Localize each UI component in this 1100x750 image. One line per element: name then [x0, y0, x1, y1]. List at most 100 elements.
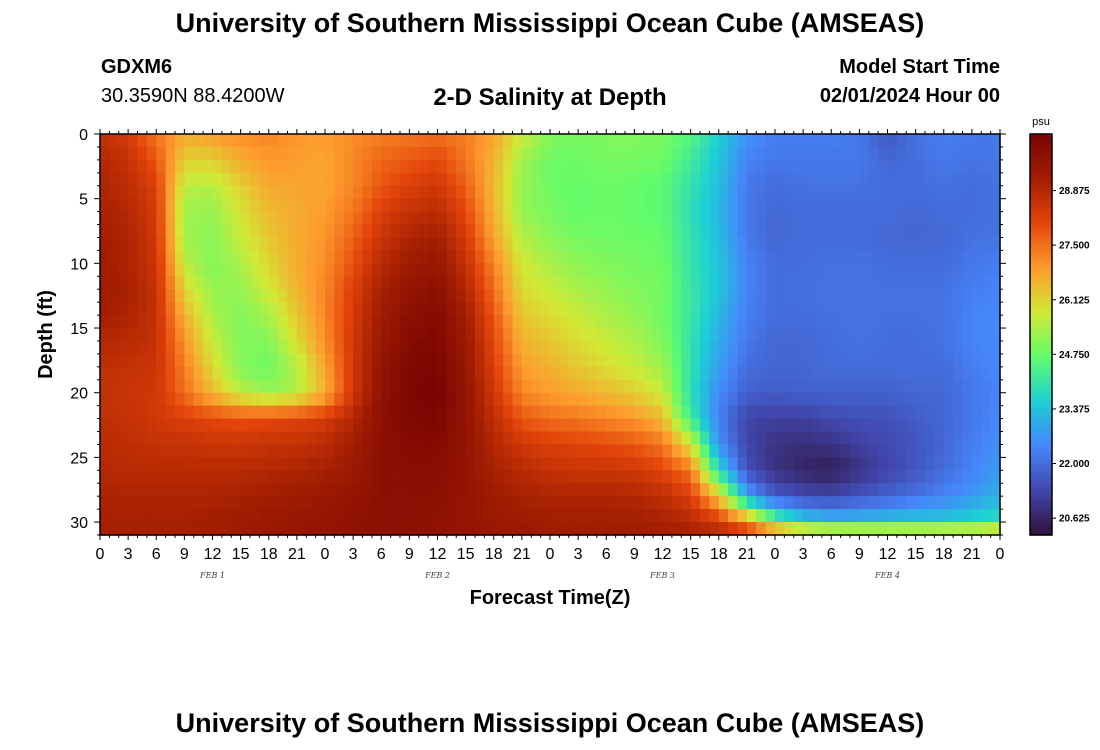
- heatmap-cell: [568, 159, 579, 174]
- heatmap-cell: [578, 392, 589, 407]
- heatmap-cell: [915, 250, 926, 264]
- heatmap-cell: [484, 444, 495, 458]
- heatmap-cell: [428, 263, 439, 277]
- heatmap-cell: [840, 522, 851, 536]
- heatmap-cell: [503, 146, 514, 161]
- heatmap-cell: [671, 185, 682, 200]
- heatmap-cell: [831, 211, 842, 226]
- heatmap-cell: [512, 328, 523, 342]
- heatmap-cell: [896, 431, 907, 446]
- heatmap-cell: [493, 379, 504, 394]
- heatmap-cell: [296, 315, 307, 329]
- heatmap-cell: [915, 302, 926, 316]
- heatmap-cell: [859, 159, 870, 174]
- heatmap-cell: [512, 418, 523, 433]
- colorbar-segment: [1030, 324, 1052, 329]
- heatmap-cell: [934, 353, 945, 368]
- heatmap-cell: [934, 340, 945, 355]
- heatmap-cell: [259, 315, 270, 329]
- heatmap-cell: [625, 172, 635, 187]
- heatmap-cell: [475, 185, 485, 200]
- heatmap-cell: [315, 263, 326, 277]
- colorbar-segment: [1030, 418, 1052, 422]
- heatmap-cell: [334, 379, 345, 394]
- heatmap-cell: [146, 366, 157, 381]
- heatmap-cell: [503, 392, 514, 407]
- heatmap-cell: [362, 211, 373, 226]
- heatmap-cell: [240, 418, 251, 433]
- heatmap-cell: [428, 146, 439, 161]
- heatmap-cell: [231, 224, 242, 239]
- heatmap-cell: [653, 159, 664, 174]
- heatmap-cell: [362, 483, 373, 497]
- heatmap-cell: [812, 198, 823, 213]
- heatmap-cell: [568, 185, 579, 200]
- heatmap-cell: [428, 379, 439, 394]
- heatmap-cell: [287, 457, 298, 471]
- heatmap-cell: [184, 224, 195, 239]
- heatmap-cell: [803, 134, 814, 148]
- heatmap-cell: [306, 198, 317, 213]
- heatmap-cell: [662, 431, 673, 446]
- heatmap-cell: [437, 159, 448, 174]
- heatmap-cell: [278, 340, 289, 355]
- heatmap-cell: [128, 431, 139, 446]
- heatmap-cell: [400, 522, 410, 536]
- heatmap-cell: [287, 185, 298, 200]
- heatmap-cell: [203, 315, 214, 329]
- heatmap-cell: [793, 159, 804, 174]
- heatmap-cell: [437, 392, 448, 407]
- heatmap-cell: [671, 353, 682, 368]
- colorbar-segment: [1030, 441, 1052, 446]
- heatmap-cell: [221, 379, 232, 394]
- heatmap-cell: [662, 159, 673, 174]
- heatmap-cell: [268, 379, 279, 394]
- heatmap-cell: [971, 289, 982, 303]
- heatmap-cell: [653, 353, 664, 368]
- heatmap-cell: [240, 276, 251, 290]
- heatmap-cell: [371, 457, 382, 471]
- heatmap-cell: [868, 328, 879, 342]
- heatmap-cell: [165, 276, 176, 290]
- heatmap-cell: [287, 237, 298, 252]
- heatmap-cell: [971, 483, 982, 497]
- heatmap-cell: [606, 263, 617, 277]
- heatmap-cell: [625, 263, 635, 277]
- heatmap-cell: [559, 483, 570, 497]
- heatmap-cell: [437, 263, 448, 277]
- heatmap-cell: [353, 340, 364, 355]
- heatmap-cell: [662, 289, 673, 303]
- heatmap-cell: [606, 392, 617, 407]
- heatmap-cell: [371, 392, 382, 407]
- heatmap-cell: [259, 302, 270, 316]
- heatmap-cell: [390, 146, 401, 161]
- colorbar-segment: [1030, 361, 1052, 366]
- heatmap-cell: [728, 198, 739, 213]
- heatmap-cell: [362, 418, 373, 433]
- heatmap-cell: [531, 392, 542, 407]
- heatmap-cell: [681, 418, 692, 433]
- heatmap-cell: [400, 185, 410, 200]
- heatmap-cell: [493, 185, 504, 200]
- heatmap-cell: [906, 392, 917, 407]
- heatmap-cell: [493, 224, 504, 239]
- heatmap-cell: [175, 146, 185, 161]
- heatmap-cell: [259, 392, 270, 407]
- heatmap-cell: [118, 444, 129, 458]
- heatmap-cell: [812, 457, 823, 471]
- heatmap-cell: [915, 134, 926, 148]
- heatmap-cell: [137, 276, 148, 290]
- heatmap-cell: [353, 457, 364, 471]
- heatmap-cell: [962, 470, 973, 484]
- heatmap-cell: [475, 159, 485, 174]
- heatmap-cell: [137, 444, 148, 458]
- heatmap-cell: [287, 211, 298, 226]
- heatmap-cell: [137, 224, 148, 239]
- heatmap-cell: [775, 457, 785, 471]
- heatmap-cell: [296, 379, 307, 394]
- heatmap-cell: [737, 522, 748, 536]
- heatmap-cell: [671, 418, 682, 433]
- heatmap-cell: [615, 237, 626, 252]
- heatmap-cell: [118, 328, 129, 342]
- heatmap-cell: [250, 366, 260, 381]
